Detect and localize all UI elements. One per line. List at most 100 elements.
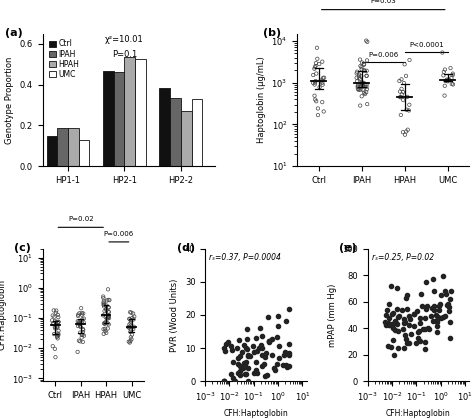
Point xyxy=(126,316,133,322)
Point xyxy=(104,315,111,322)
Point xyxy=(53,334,61,340)
Point xyxy=(312,63,319,70)
Point xyxy=(104,314,112,321)
Point xyxy=(421,315,428,321)
Point xyxy=(126,316,133,323)
Point xyxy=(79,326,87,332)
Point xyxy=(315,61,323,67)
Point xyxy=(438,49,446,56)
Point xyxy=(383,307,391,313)
Point xyxy=(102,319,109,326)
Point xyxy=(384,319,392,326)
Point xyxy=(127,334,135,341)
Point xyxy=(242,370,249,377)
Point xyxy=(127,338,134,344)
Point xyxy=(75,320,83,326)
Point xyxy=(311,81,319,88)
Point xyxy=(105,304,112,311)
Point xyxy=(400,316,408,323)
Point xyxy=(100,293,107,300)
Point xyxy=(436,301,444,308)
Point xyxy=(258,351,265,358)
Point xyxy=(358,79,366,85)
Point xyxy=(100,301,108,308)
Point xyxy=(314,105,322,112)
Point xyxy=(441,92,448,99)
Point xyxy=(363,67,371,74)
Bar xyxy=(57,129,68,166)
Point xyxy=(282,349,289,356)
Point xyxy=(406,101,413,108)
Point xyxy=(270,365,278,372)
Point xyxy=(312,78,319,84)
Point xyxy=(418,290,425,297)
Point xyxy=(220,345,228,352)
Point xyxy=(104,320,111,327)
Point xyxy=(75,337,83,344)
Point xyxy=(78,318,86,325)
Point xyxy=(101,326,109,332)
Point xyxy=(126,323,134,330)
Point xyxy=(285,349,293,356)
Point xyxy=(51,325,59,331)
Point xyxy=(357,80,365,86)
Point xyxy=(363,81,370,88)
Point xyxy=(405,339,412,346)
X-axis label: CFH:Haptoglobin: CFH:Haptoglobin xyxy=(224,409,288,418)
Point xyxy=(222,341,230,348)
Text: P=0.03: P=0.03 xyxy=(370,0,396,4)
Point xyxy=(272,367,279,374)
Point xyxy=(52,319,60,326)
Point xyxy=(363,89,370,96)
Point xyxy=(445,308,453,314)
Point xyxy=(363,83,370,90)
Point xyxy=(49,343,56,349)
Point xyxy=(436,306,443,313)
Point xyxy=(353,70,361,77)
Point xyxy=(252,367,259,374)
Point xyxy=(250,343,257,349)
Text: P<0.0001: P<0.0001 xyxy=(409,42,444,49)
Point xyxy=(243,326,251,332)
Point xyxy=(244,378,251,385)
Bar xyxy=(79,140,90,166)
Point xyxy=(447,319,454,326)
Point xyxy=(359,83,367,90)
Point xyxy=(130,316,137,323)
Point xyxy=(360,60,368,67)
Point xyxy=(410,310,418,317)
Point xyxy=(405,107,413,114)
Point xyxy=(357,73,365,80)
Point xyxy=(355,74,363,81)
Point xyxy=(426,326,433,332)
Point xyxy=(127,320,135,327)
Point xyxy=(404,127,411,133)
Point xyxy=(102,330,110,336)
Point xyxy=(254,370,261,376)
Point xyxy=(76,338,84,345)
Point xyxy=(76,329,84,336)
Text: P=0.1: P=0.1 xyxy=(112,50,137,59)
Point xyxy=(275,354,283,361)
Bar xyxy=(181,111,191,166)
Point xyxy=(354,83,362,90)
Point xyxy=(105,321,112,328)
Point xyxy=(51,313,58,320)
Point xyxy=(102,307,110,313)
Point xyxy=(273,323,281,329)
Point xyxy=(285,341,293,348)
Point xyxy=(416,319,424,326)
Point xyxy=(79,329,87,336)
Point xyxy=(54,323,61,330)
Point xyxy=(240,342,248,349)
Point xyxy=(77,324,84,331)
Point xyxy=(79,331,86,338)
Point xyxy=(358,93,365,100)
Point xyxy=(355,85,362,92)
Point xyxy=(358,81,366,88)
Point xyxy=(235,360,242,367)
Point xyxy=(100,331,108,337)
Point xyxy=(429,276,437,282)
Point xyxy=(442,78,449,84)
Point xyxy=(311,64,319,70)
